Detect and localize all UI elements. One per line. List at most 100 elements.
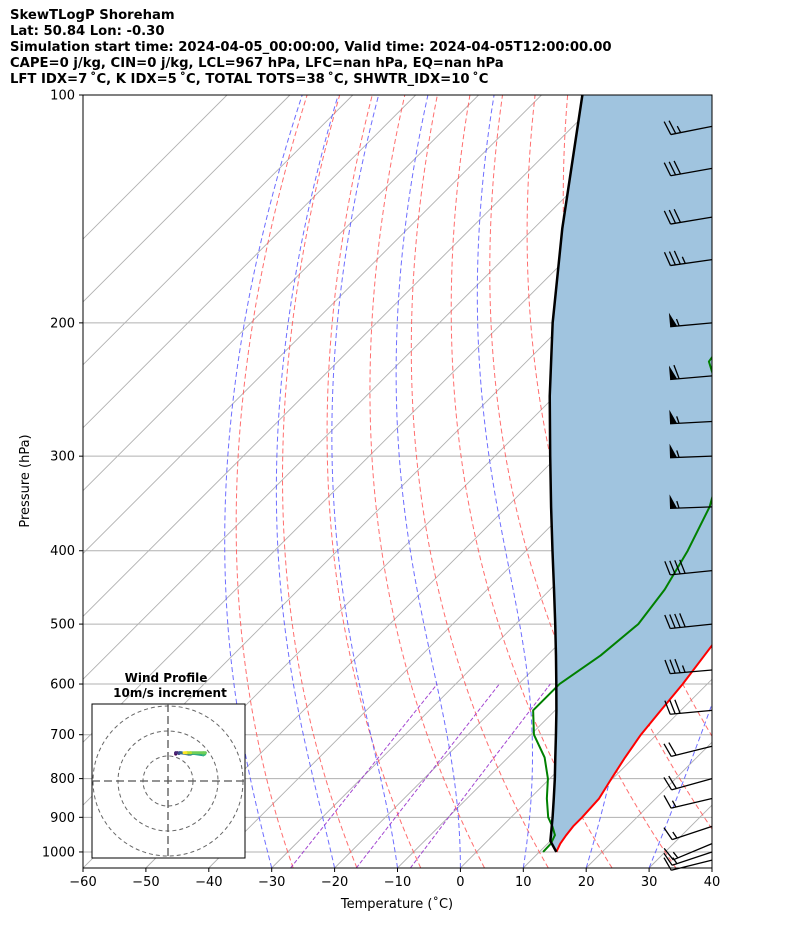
barb-full <box>674 613 681 628</box>
x-tick-label: −20 <box>321 875 348 890</box>
dry-adiabat <box>450 95 613 868</box>
x-tick-label: 30 <box>641 875 658 890</box>
barb-staff <box>671 825 713 841</box>
barb-full <box>673 250 681 265</box>
barb-full <box>664 659 671 674</box>
barb-half <box>676 450 680 458</box>
isotherm <box>334 489 712 868</box>
wind-barb <box>664 559 713 576</box>
barb-full <box>669 659 676 674</box>
barb-staff <box>672 843 713 861</box>
x-tick-label: −30 <box>258 875 285 890</box>
wind-barb <box>663 843 713 861</box>
barb-full <box>668 251 676 266</box>
mixing-ratio-line <box>290 683 438 868</box>
isotherm <box>522 678 712 868</box>
barb-staff <box>671 745 713 758</box>
wind-barb <box>663 208 713 225</box>
wind-barb <box>664 699 713 715</box>
dry-adiabat <box>730 95 794 868</box>
hodograph-inset: Wind Profile 10m/s increment <box>91 671 246 859</box>
barb-staff <box>671 851 713 866</box>
y-tick-label: 800 <box>50 772 75 787</box>
barb-half <box>676 416 680 424</box>
wind-barb <box>664 658 713 675</box>
barb-full <box>674 658 681 674</box>
wind-barb <box>663 120 713 136</box>
moist-adiabat <box>395 95 461 868</box>
mixing-ratio-line <box>355 683 500 868</box>
hodograph-subtitle: 10m/s increment <box>113 686 227 700</box>
barb-half <box>672 857 678 865</box>
barb-half <box>671 800 677 808</box>
barb-staff <box>671 859 713 871</box>
axes: −60 −50 −40 −30 −20 −10 0 10 20 30 40 1000 900 800 700… <box>42 89 720 891</box>
barb-full <box>674 560 681 575</box>
isotherm <box>711 867 712 868</box>
parcel-path-line <box>548 95 584 853</box>
isotherm <box>83 95 228 240</box>
barb-full <box>668 209 677 224</box>
wind-barb <box>664 613 713 630</box>
barb-staff <box>670 167 713 177</box>
dry-adiabat <box>235 95 308 868</box>
y-tick-label: 900 <box>50 811 75 826</box>
barb-flag <box>668 312 678 327</box>
y-tick-label: 1000 <box>42 845 75 860</box>
x-tick-label: −40 <box>195 875 222 890</box>
dry-adiabat <box>282 95 358 868</box>
indices-line-1: CAPE=0 j/kg, CIN=0 j/kg, LCL=967 hPa, LF… <box>10 56 504 71</box>
moist-adiabat <box>648 702 712 868</box>
barb-full <box>668 775 677 789</box>
moist-adiabat <box>224 95 303 868</box>
barb-full <box>679 613 686 628</box>
isotherm <box>83 95 668 680</box>
barb-half <box>681 665 686 673</box>
wind-barb <box>663 851 713 866</box>
x-axis-label: Temperature (˚C) <box>340 896 453 912</box>
barb-half <box>676 125 682 133</box>
shaded-area <box>549 95 712 852</box>
isotherm <box>83 95 479 492</box>
barb-half <box>676 500 680 509</box>
y-tick-label: 500 <box>50 618 75 633</box>
barb-full <box>669 614 676 629</box>
y-tick-label: 400 <box>50 544 75 559</box>
isotherm <box>83 95 605 618</box>
barb-full <box>664 700 671 715</box>
moist-adiabat <box>331 95 398 868</box>
mixing-ratio-line <box>409 683 551 868</box>
wind-barb <box>663 775 713 791</box>
barb-full <box>669 699 676 715</box>
barb-staff <box>670 216 713 225</box>
barb-full <box>663 777 673 791</box>
barb-full <box>663 848 674 861</box>
moist-adiabat <box>476 95 534 868</box>
chart-header: SkewTLogP Shoreham Lat: 50.84 Lon: -0.30… <box>10 8 612 88</box>
barb-half <box>675 318 680 327</box>
barb-full <box>663 827 673 840</box>
barb-full <box>663 852 673 866</box>
isotherm <box>83 95 291 303</box>
indices-line-2: LFT IDX=7 ˚C, K IDX=5 ˚C, TOTAL TOTS=38 … <box>10 72 489 87</box>
wind-barb <box>669 443 713 459</box>
moist-adiabat <box>711 866 712 868</box>
barb-full <box>668 120 677 134</box>
location-line: Lat: 50.84 Lon: -0.30 <box>10 24 165 39</box>
barb-full <box>663 121 672 135</box>
x-tick-label: −10 <box>384 875 411 890</box>
barb-half <box>681 256 686 264</box>
wind-barb <box>668 364 713 381</box>
chart-title: SkewTLogP Shoreham <box>10 8 175 23</box>
barb-staff <box>670 709 713 715</box>
isotherm <box>83 95 417 429</box>
barb-staff <box>670 797 713 809</box>
time-line: Simulation start time: 2024-04-05_00:00:… <box>10 40 612 55</box>
x-tick-label: −50 <box>132 875 159 890</box>
y-tick-label: 200 <box>50 316 75 331</box>
dry-adiabat <box>369 95 485 868</box>
wind-barb <box>663 742 713 758</box>
barb-staff <box>670 125 713 136</box>
wind-barb <box>668 312 713 328</box>
